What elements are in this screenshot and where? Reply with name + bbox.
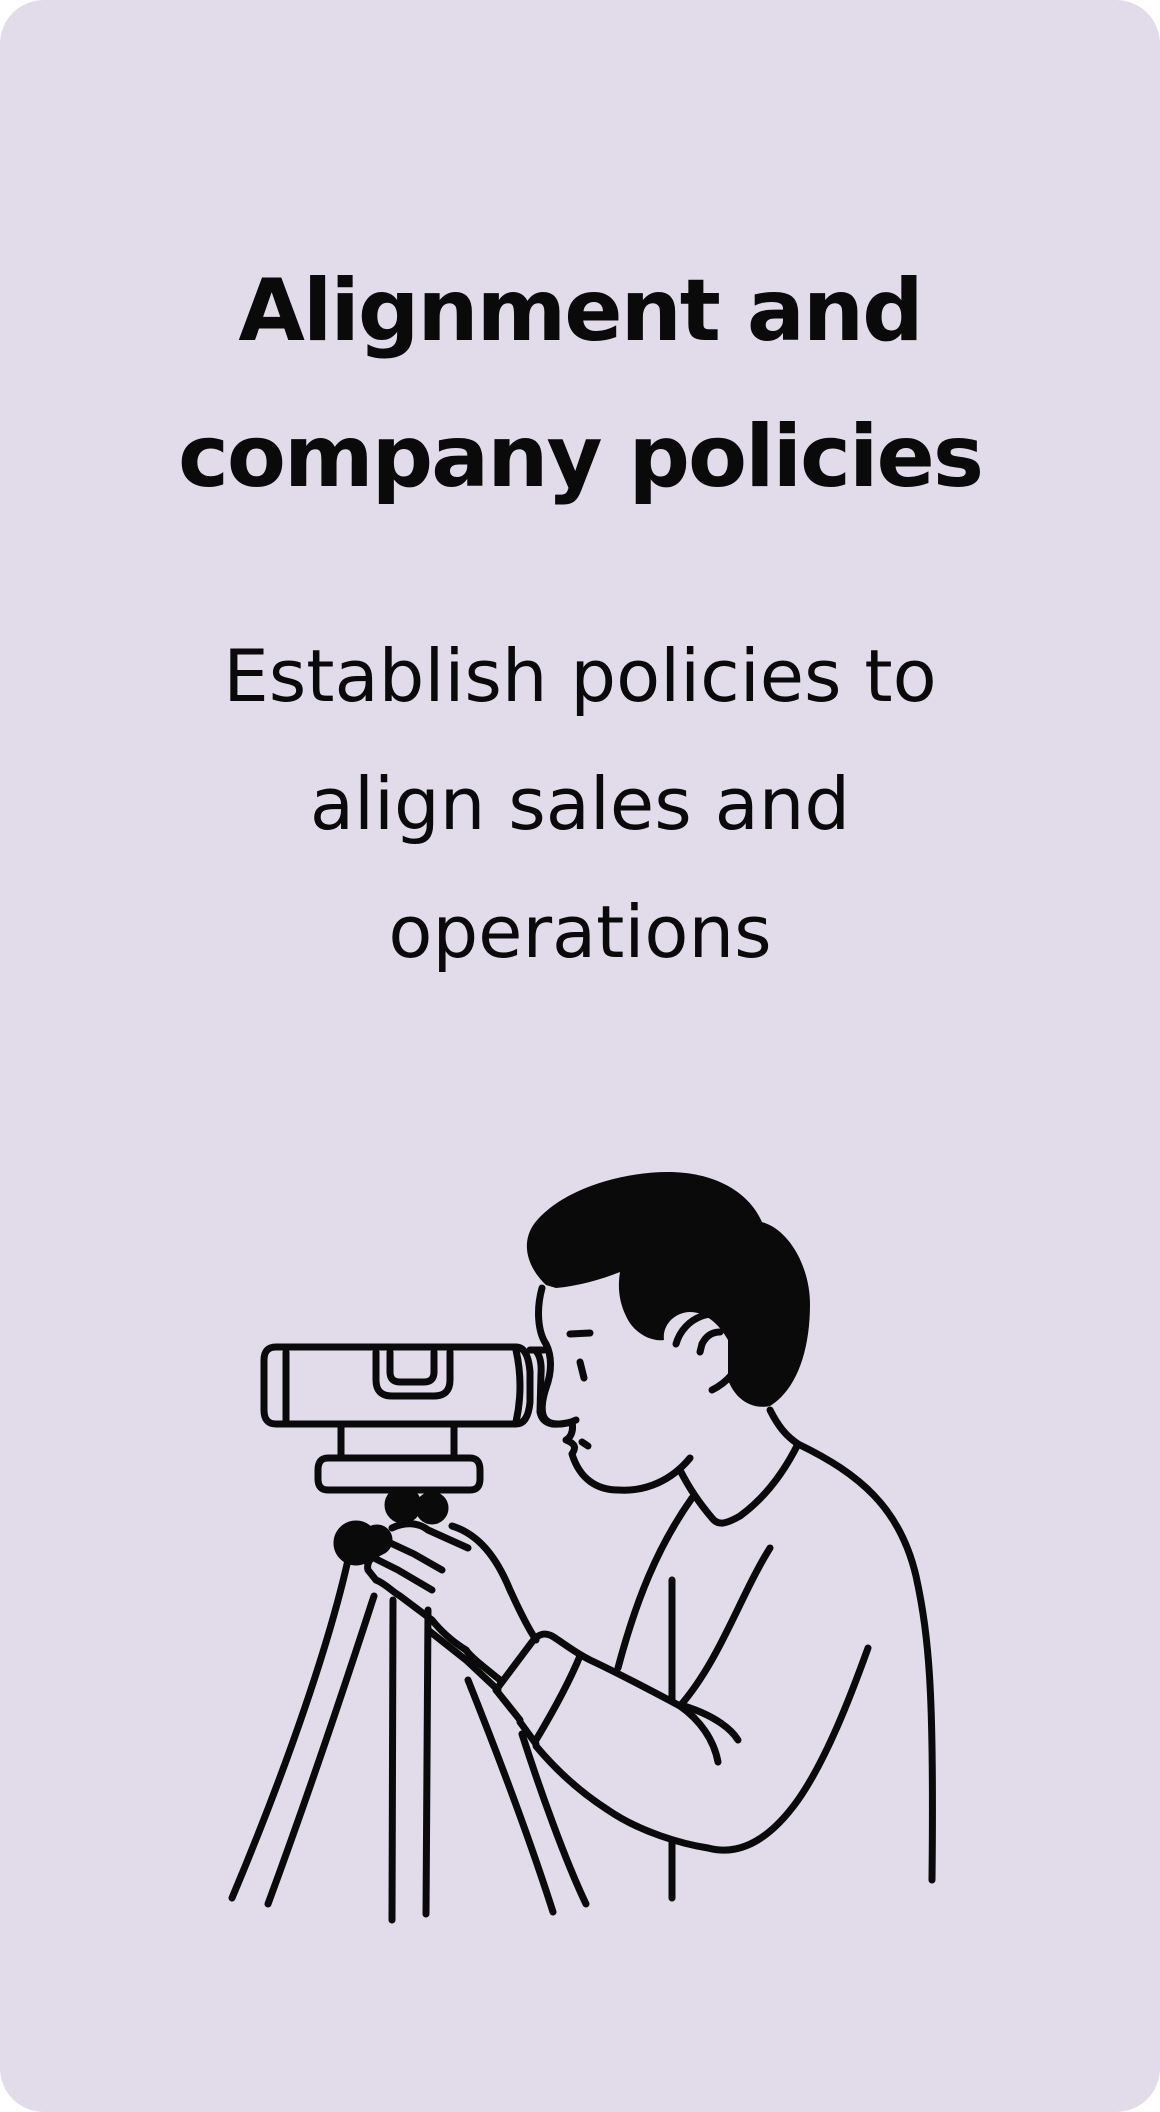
surveying-level-icon [260,1343,580,1494]
card-title: Alignment and company policies [177,261,984,507]
person-icon [364,1172,936,1902]
card-description: Establish policies to align sales and op… [223,634,937,974]
tripod-icon [228,1486,590,1924]
